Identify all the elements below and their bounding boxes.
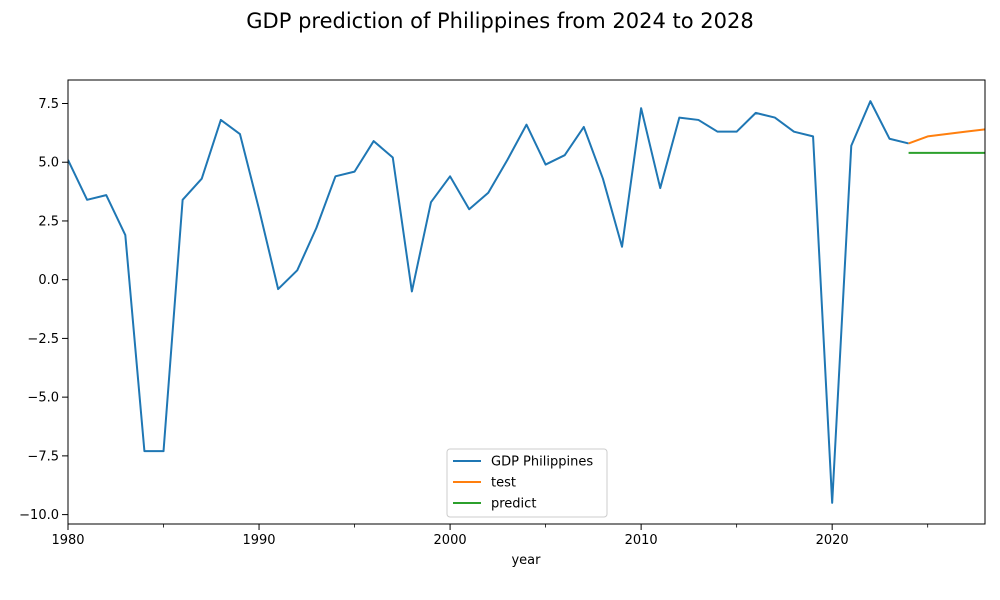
y-tick-label: 0.0 — [38, 273, 59, 288]
legend-label: test — [491, 476, 516, 491]
x-axis-label: year — [511, 553, 541, 568]
legend: GDP Philippines test predict — [446, 448, 608, 518]
y-tick-label: −5.0 — [27, 391, 59, 406]
legend-box — [446, 448, 608, 518]
y-tick-label: 2.5 — [38, 214, 59, 229]
series-line-test — [908, 128, 985, 145]
y-tick-label: 7.5 — [38, 97, 59, 112]
y-tick-label: −7.5 — [27, 449, 59, 464]
y-tick-label: 5.0 — [38, 156, 59, 171]
x-tick-label: 1980 — [51, 533, 84, 548]
plot-frame — [67, 79, 986, 525]
plot-area: 1980 1990 2000 2010 2020 7.5 5.0 2.5 0.0 −2.5 −5.0… — [19, 79, 986, 548]
y-tick-label: −2.5 — [27, 332, 59, 347]
legend-label: predict — [491, 497, 536, 512]
series-line-gdp-philippines — [68, 100, 909, 504]
chart-title: GDP prediction of Philippines from 2024 … — [246, 9, 753, 33]
y-tick-label: −10.0 — [19, 508, 59, 523]
x-tick-label: 2000 — [434, 533, 467, 548]
x-tick-label: 1990 — [242, 533, 275, 548]
x-tick-label: 2010 — [625, 533, 658, 548]
legend-label: GDP Philippines — [491, 455, 593, 470]
x-tick-label: 2020 — [816, 533, 849, 548]
